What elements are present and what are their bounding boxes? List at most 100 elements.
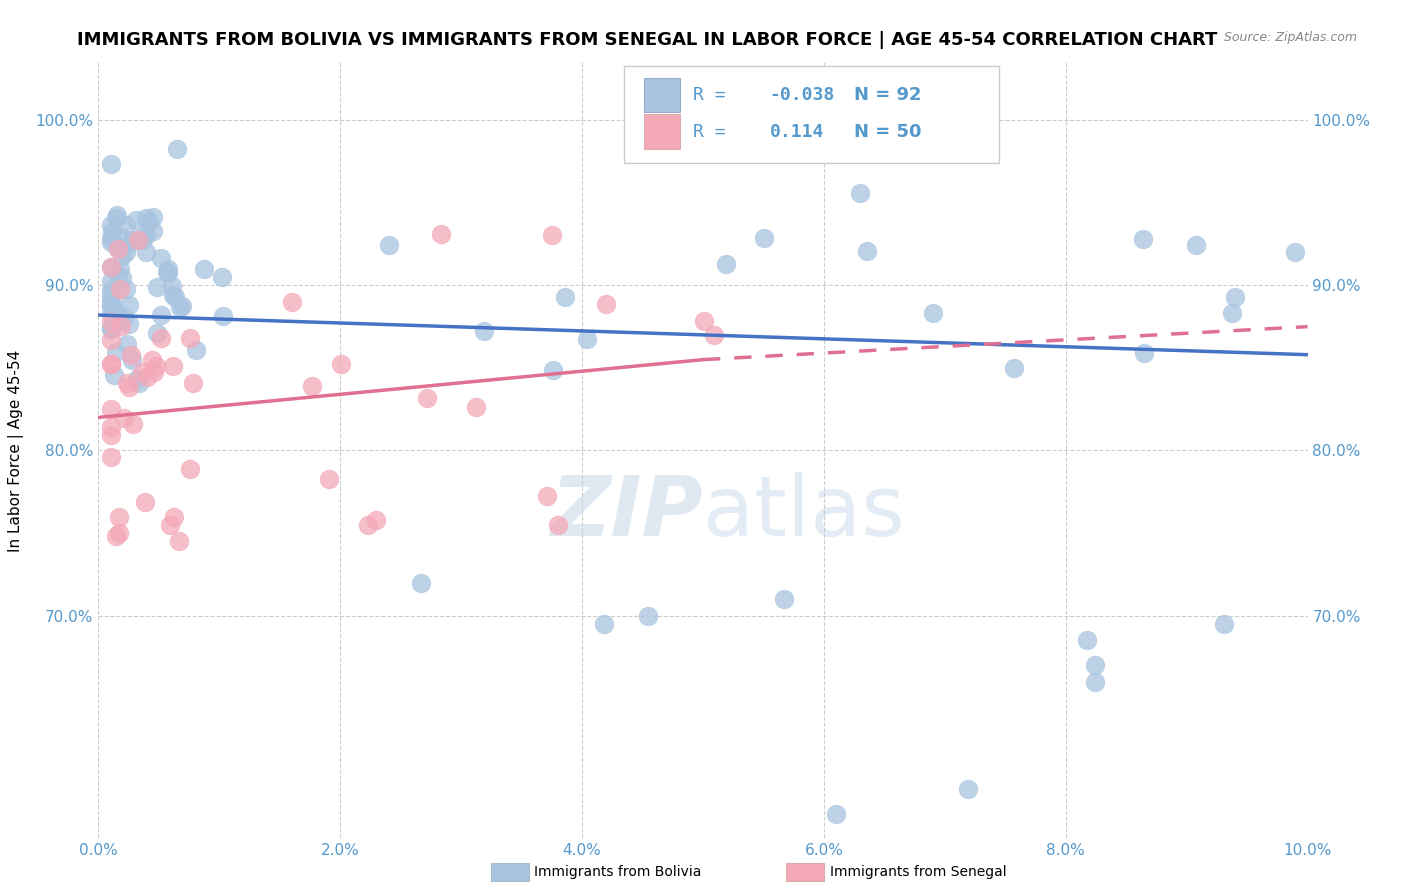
Point [122,233,145,247]
Text: N = 50: N = 50 [855,122,922,141]
Point [146,326,169,341]
Point [956,781,979,796]
Point [541,362,564,376]
Point [703,328,725,343]
Point [135,227,157,242]
Point [135,211,157,225]
Point [848,186,870,200]
Point [575,332,598,346]
Point [143,365,166,379]
Point [157,261,180,276]
Point [111,271,134,285]
Point [637,608,659,623]
Point [1284,245,1306,260]
Point [103,301,125,315]
Point [127,234,149,248]
Point [150,308,173,322]
Point [100,333,122,347]
Point [136,370,159,384]
Point [212,309,235,323]
Text: R =: R = [693,122,725,141]
Point [141,353,163,368]
Point [132,234,155,248]
Point [693,314,716,328]
Point [125,213,148,227]
Point [100,260,122,275]
Point [547,517,569,532]
Point [156,265,179,279]
FancyBboxPatch shape [624,66,1000,163]
Text: Source: ZipAtlas.com: Source: ZipAtlas.com [1223,31,1357,45]
Y-axis label: In Labor Force | Age 45-54: In Labor Force | Age 45-54 [8,350,24,551]
Text: Immigrants from Bolivia: Immigrants from Bolivia [534,865,702,880]
Point [100,235,122,249]
Point [1220,306,1243,320]
Point [105,240,128,254]
Point [108,509,131,524]
Point [1184,238,1206,252]
Point [145,359,167,373]
Point [181,376,204,390]
Point [100,287,122,301]
Point [100,427,122,442]
Point [127,372,149,386]
Point [110,261,132,276]
Text: ZIP: ZIP [550,472,703,553]
Point [1223,290,1246,304]
Point [111,249,134,263]
Point [100,450,122,464]
Point [163,509,186,524]
Point [856,244,879,258]
Point [112,310,135,325]
Point [118,298,141,312]
Point [105,306,128,320]
Point [416,392,439,406]
Text: R =: R = [693,86,725,104]
Point [166,142,188,156]
Point [364,513,387,527]
Point [472,325,495,339]
Point [1084,658,1107,673]
Point [184,343,207,357]
Text: 0.114: 0.114 [769,122,824,141]
Point [118,317,141,331]
Point [330,358,353,372]
Point [536,490,558,504]
Point [100,322,122,336]
Point [121,353,143,368]
Point [160,279,183,293]
Point [105,208,128,222]
Point [165,290,187,304]
Text: -0.038: -0.038 [769,86,835,104]
Point [301,379,323,393]
Point [211,270,233,285]
Point [110,230,132,244]
Point [105,529,128,543]
Point [772,592,794,607]
Point [120,348,142,362]
Point [100,307,122,321]
Point [114,282,136,296]
Point [118,380,141,394]
Point [1002,360,1025,375]
Point [1084,674,1107,689]
Point [122,417,145,431]
FancyBboxPatch shape [644,78,681,112]
Point [162,359,184,373]
Point [128,232,150,246]
Text: N = 92: N = 92 [855,86,922,104]
Point [595,297,617,311]
Point [131,365,153,379]
Point [128,376,150,390]
Point [1132,232,1154,246]
Point [921,306,943,320]
Point [464,400,486,414]
Point [193,261,215,276]
Point [100,358,122,372]
Point [138,215,160,229]
Point [108,526,131,541]
Point [592,616,614,631]
Point [100,157,122,171]
Point [100,218,122,232]
Point [170,299,193,313]
